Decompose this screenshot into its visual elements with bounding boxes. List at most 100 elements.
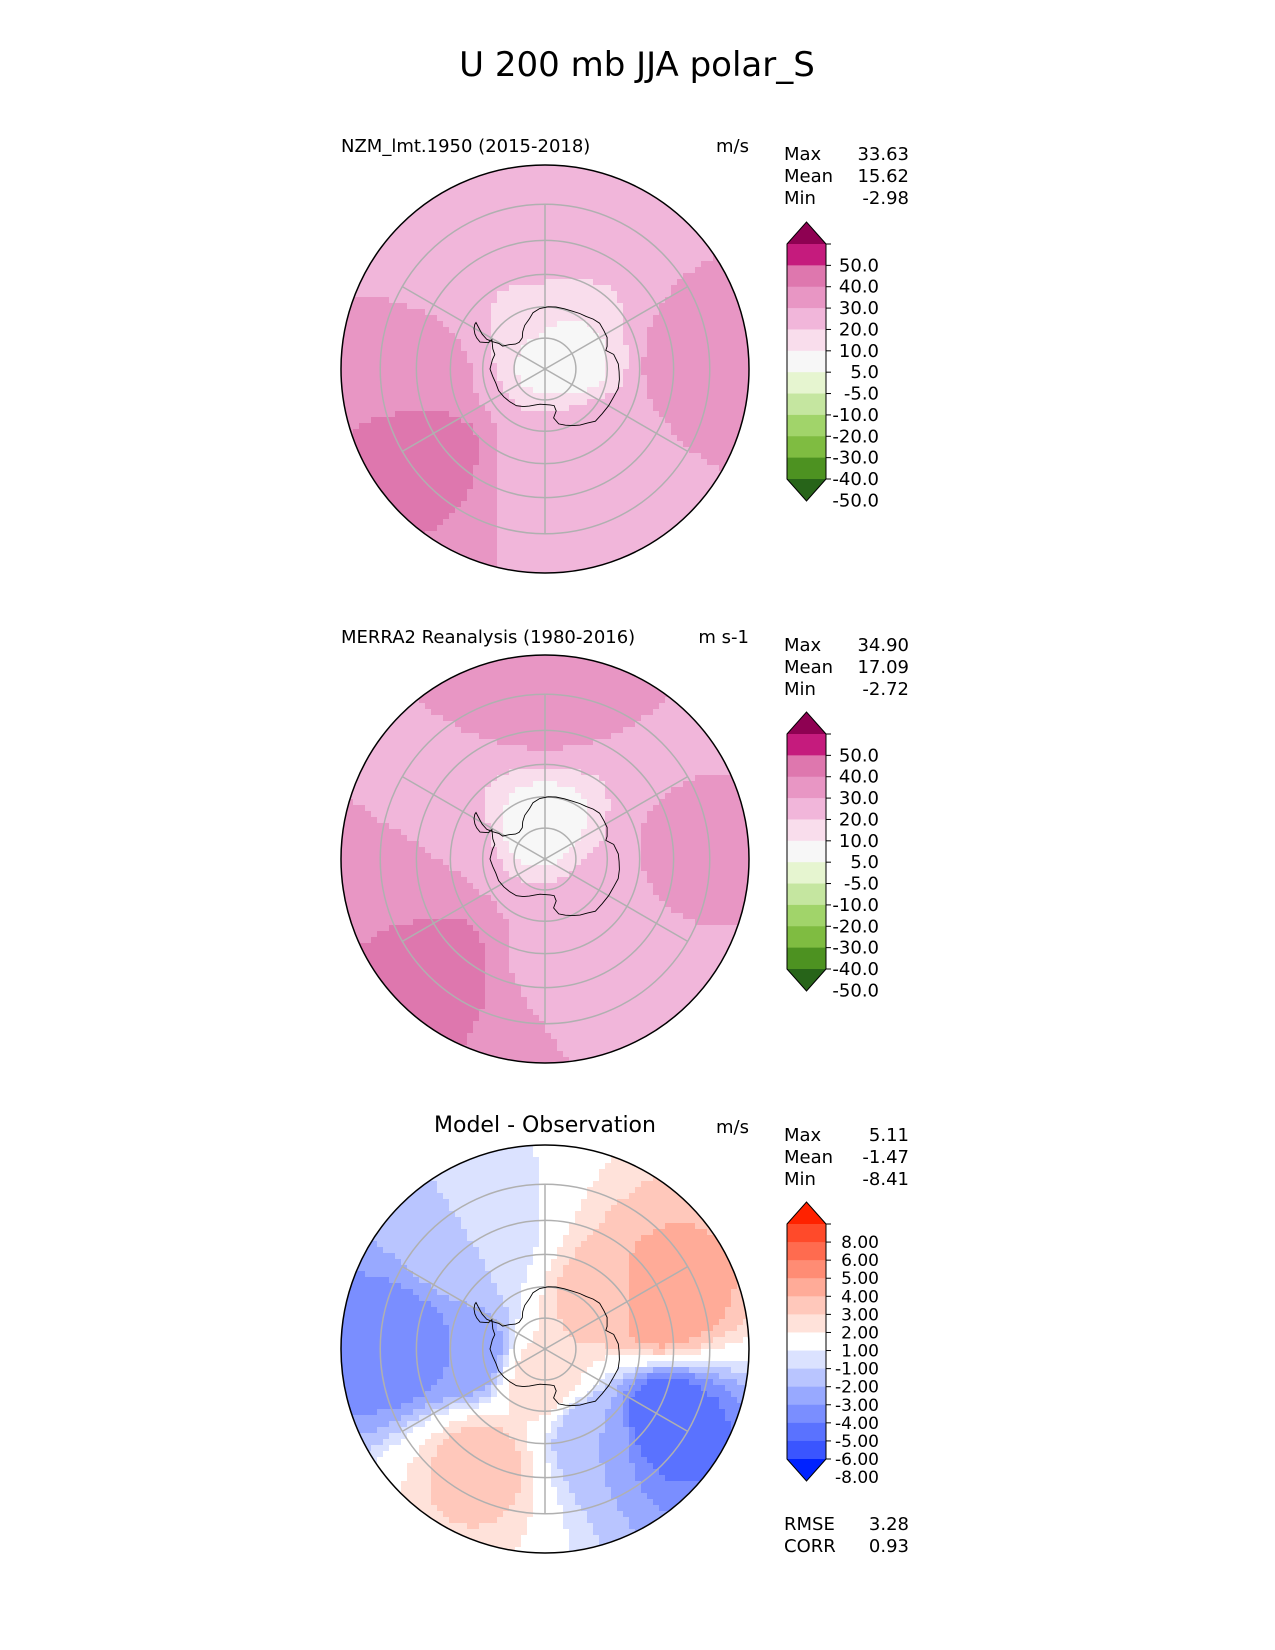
field-cell bbox=[527, 673, 534, 680]
field-cell bbox=[497, 195, 504, 202]
field-cell bbox=[539, 345, 546, 352]
field-cell bbox=[737, 441, 744, 448]
field-cell bbox=[623, 183, 630, 190]
field-cell bbox=[659, 429, 666, 436]
field-cell bbox=[599, 321, 606, 328]
field-cell bbox=[479, 447, 486, 454]
field-cell bbox=[467, 489, 474, 496]
field-cell bbox=[551, 417, 558, 424]
field-cell bbox=[545, 213, 552, 220]
field-cell bbox=[641, 315, 648, 322]
field-cell bbox=[545, 417, 552, 424]
field-cell bbox=[431, 237, 438, 244]
field-cell bbox=[611, 261, 618, 268]
field-cell bbox=[707, 339, 714, 346]
field-cell bbox=[713, 465, 720, 472]
field-cell bbox=[557, 721, 564, 728]
field-cell bbox=[587, 387, 594, 394]
field-cell bbox=[437, 697, 444, 704]
field-cell bbox=[371, 429, 378, 436]
field-cell bbox=[401, 489, 408, 496]
field-cell bbox=[371, 339, 378, 346]
field-cell bbox=[617, 363, 624, 370]
field-cell bbox=[419, 351, 426, 358]
field-cell bbox=[533, 279, 540, 286]
field-cell bbox=[689, 405, 696, 412]
field-cell bbox=[473, 733, 480, 740]
field-cell bbox=[377, 279, 384, 286]
field-cell bbox=[557, 673, 564, 680]
field-cell bbox=[611, 751, 618, 758]
field-cell bbox=[509, 477, 516, 484]
field-cell bbox=[587, 703, 594, 710]
field-cell bbox=[575, 691, 582, 698]
field-cell bbox=[617, 231, 624, 238]
field-cell bbox=[671, 471, 678, 478]
field-cell bbox=[611, 357, 618, 364]
field-cell bbox=[623, 321, 630, 328]
field-cell bbox=[665, 465, 672, 472]
field-cell bbox=[485, 207, 492, 214]
field-cell bbox=[437, 429, 444, 436]
field-cell bbox=[425, 369, 432, 376]
field-cell bbox=[593, 363, 600, 370]
field-cell bbox=[521, 751, 528, 758]
field-cell bbox=[635, 513, 642, 520]
field-cell bbox=[491, 769, 498, 776]
field-cell bbox=[713, 261, 720, 268]
field-cell bbox=[533, 495, 540, 502]
field-cell bbox=[533, 195, 540, 202]
field-cell bbox=[497, 213, 504, 220]
field-cell bbox=[365, 763, 372, 770]
field-cell bbox=[605, 715, 612, 722]
meridian-line bbox=[401, 368, 546, 453]
field-cell bbox=[347, 321, 354, 328]
field-cell bbox=[473, 357, 480, 364]
field-cell bbox=[491, 519, 498, 526]
field-cell bbox=[563, 733, 570, 740]
field-cell bbox=[377, 393, 384, 400]
field-cell bbox=[671, 489, 678, 496]
field-cell bbox=[431, 483, 438, 490]
field-cell bbox=[635, 327, 642, 334]
field-cell bbox=[527, 721, 534, 728]
field-cell bbox=[503, 757, 510, 764]
field-cell bbox=[671, 775, 678, 782]
field-cell bbox=[479, 537, 486, 544]
field-cell bbox=[557, 177, 564, 184]
field-cell bbox=[389, 411, 396, 418]
field-cell bbox=[665, 477, 672, 484]
field-cell bbox=[659, 715, 666, 722]
field-cell bbox=[659, 727, 666, 734]
field-cell bbox=[365, 339, 372, 346]
field-cell bbox=[359, 411, 366, 418]
field-cell bbox=[635, 375, 642, 382]
field-cell bbox=[443, 213, 450, 220]
field-cell bbox=[599, 231, 606, 238]
field-cell bbox=[437, 703, 444, 710]
field-cell bbox=[695, 225, 702, 232]
field-cell bbox=[539, 697, 546, 704]
field-cell bbox=[551, 411, 558, 418]
field-cell bbox=[467, 525, 474, 532]
field-cell bbox=[497, 273, 504, 280]
field-cell bbox=[599, 435, 606, 442]
field-cell bbox=[599, 243, 606, 250]
field-cell bbox=[485, 501, 492, 508]
field-cell bbox=[557, 477, 564, 484]
field-cell bbox=[671, 757, 678, 764]
field-cell bbox=[509, 297, 516, 304]
field-cell bbox=[443, 453, 450, 460]
field-cell bbox=[449, 237, 456, 244]
field-cell bbox=[659, 225, 666, 232]
field-cell bbox=[431, 327, 438, 334]
field-cell bbox=[539, 465, 546, 472]
field-cell bbox=[605, 267, 612, 274]
field-cell bbox=[491, 423, 498, 430]
field-cell bbox=[491, 297, 498, 304]
field-cell bbox=[593, 679, 600, 686]
field-cell bbox=[677, 471, 684, 478]
field-cell bbox=[449, 507, 456, 514]
field-cell bbox=[545, 267, 552, 274]
field-cell bbox=[485, 661, 492, 668]
